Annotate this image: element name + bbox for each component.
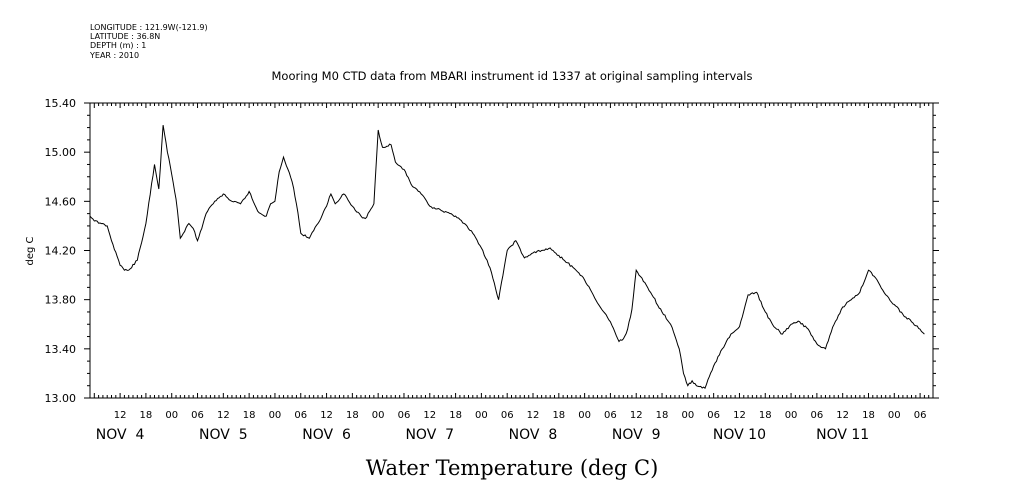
x-tick-label: 06 (707, 410, 720, 421)
y-tick-label: 14.60 (45, 195, 77, 208)
x-tick-label: 06 (501, 410, 514, 421)
x-tick-label: 06 (191, 410, 204, 421)
x-tick-label: 00 (372, 410, 385, 421)
axes-layer: 13.00 13.40 13.80 14.20 14.60 15.00 15.40 12 18 0… (45, 97, 939, 443)
x-tick-label: 18 (759, 410, 772, 421)
x-day-label: NOV 10 (713, 427, 766, 443)
x-tick-label: 12 (630, 410, 643, 421)
data-layer (89, 125, 925, 390)
x-tick-label: 18 (346, 410, 359, 421)
x-tick-label: 00 (785, 410, 798, 421)
x-tick-label: 12 (733, 410, 746, 421)
x-tick-label: 12 (527, 410, 540, 421)
x-day-label: NOV 5 (199, 427, 248, 443)
y-tick-label: 13.40 (45, 343, 77, 356)
x-tick-label: 00 (578, 410, 591, 421)
longitude-label: LONGITUDE : 121.9W(-121.9) (90, 23, 208, 32)
x-day-label: NOV 8 (509, 427, 558, 443)
x-tick-label: 18 (656, 410, 669, 421)
x-tick-label: 18 (552, 410, 565, 421)
x-axis-label: Water Temperature (deg C) (366, 456, 659, 480)
x-tick-label: 12 (423, 410, 436, 421)
x-tick-label: 06 (604, 410, 617, 421)
x-tick-label: 00 (888, 410, 901, 421)
y-tick-label: 13.00 (45, 392, 77, 405)
x-tick-label: 18 (449, 410, 462, 421)
x-tick-label: 12 (217, 410, 230, 421)
chart-title: Mooring M0 CTD data from MBARI instrumen… (272, 69, 753, 83)
x-tick-label: 00 (269, 410, 282, 421)
x-day-label: NOV 9 (612, 427, 661, 443)
temperature-series-line (89, 125, 925, 390)
x-tick-label: 00 (475, 410, 488, 421)
latitude-label: LATITUDE : 36.8N (90, 32, 160, 41)
x-tick-label: 12 (114, 410, 127, 421)
x-tick-label: 12 (836, 410, 849, 421)
x-day-label: NOV 11 (816, 427, 869, 443)
y-tick-label: 13.80 (45, 294, 77, 307)
y-tick-label: 15.00 (45, 146, 77, 159)
x-day-label: NOV 6 (302, 427, 351, 443)
x-day-label: NOV 7 (405, 427, 454, 443)
x-tick-label: 18 (862, 410, 875, 421)
year-label: YEAR : 2010 (89, 51, 139, 60)
x-tick-label: 00 (165, 410, 178, 421)
x-tick-label: 06 (294, 410, 307, 421)
x-day-label: NOV 4 (96, 427, 145, 443)
x-tick-label: 18 (243, 410, 256, 421)
x-tick-label: 06 (811, 410, 824, 421)
depth-label: DEPTH (m) : 1 (90, 41, 146, 50)
x-tick-label: 12 (320, 410, 333, 421)
y-tick-label: 15.40 (45, 97, 77, 110)
y-axis-label: deg C (25, 236, 36, 265)
plot-frame (89, 102, 934, 399)
x-tick-label: 18 (140, 410, 153, 421)
x-tick-label: 06 (398, 410, 411, 421)
x-tick-label: 06 (914, 410, 927, 421)
y-tick-label: 14.20 (45, 245, 77, 258)
x-tick-label: 00 (681, 410, 694, 421)
